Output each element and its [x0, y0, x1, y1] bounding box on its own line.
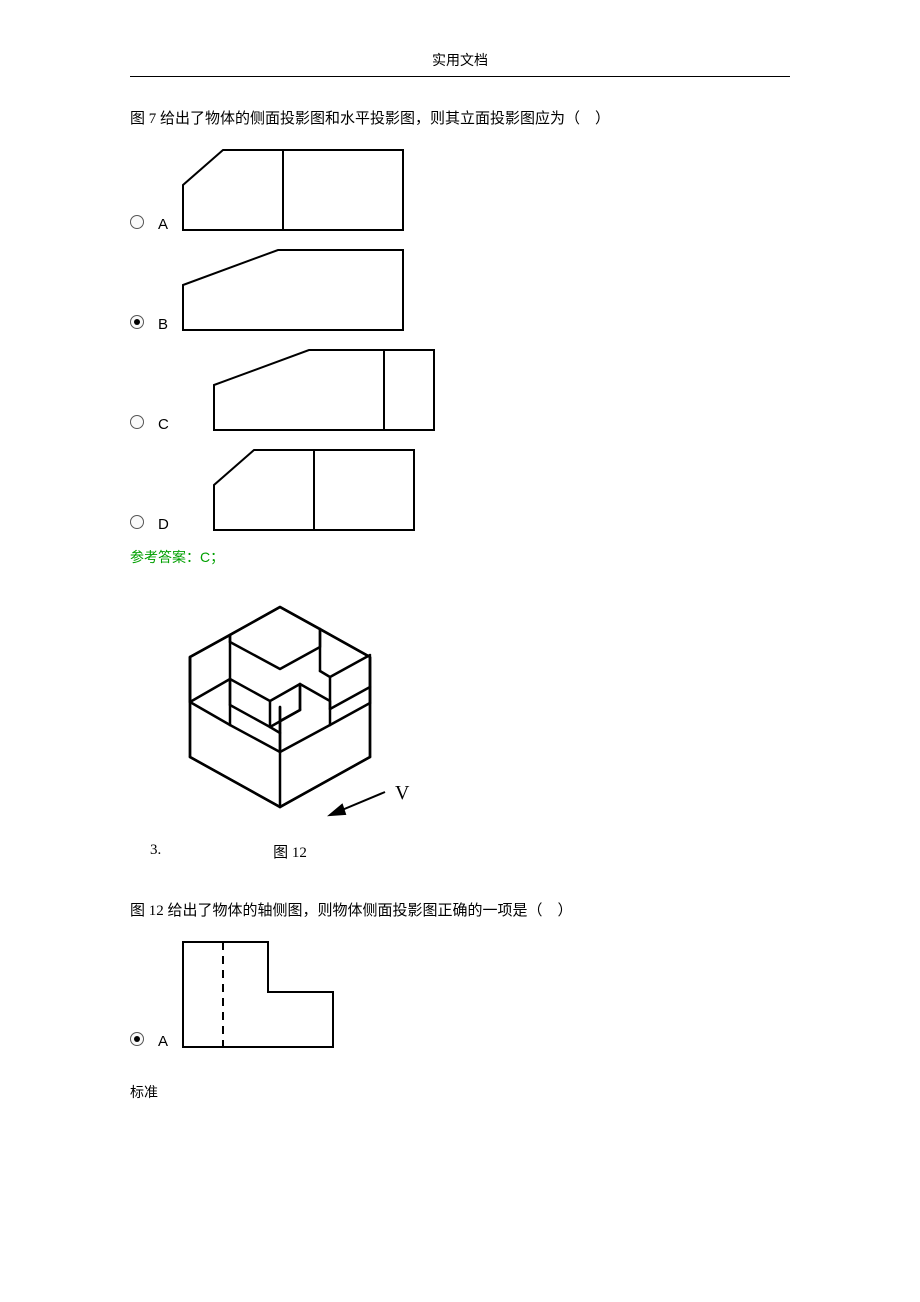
q1-shape-c: [209, 345, 439, 435]
option-label: D: [158, 516, 169, 533]
q2-text: 图 12 给出了物体的轴侧图，则物体侧面投影图正确的一项是（ ）: [130, 899, 790, 923]
q1-option-a-row[interactable]: A: [130, 145, 790, 235]
q1-option-b-row[interactable]: B: [130, 245, 790, 335]
q1-shape-d: [209, 445, 419, 535]
page-header: 实用文档: [130, 50, 790, 77]
q1-shape-b: [178, 245, 408, 335]
arrow-label: V: [395, 782, 410, 804]
q1-shape-a: [178, 145, 408, 235]
option-label: B: [158, 316, 168, 333]
radio-icon[interactable]: [130, 1032, 144, 1046]
radio-icon[interactable]: [130, 215, 144, 229]
answer-prefix: 参考答案：: [130, 549, 200, 565]
radio-icon[interactable]: [130, 515, 144, 529]
option-label: C: [158, 416, 169, 433]
q1-answer: 参考答案：C；: [130, 547, 790, 567]
radio-icon[interactable]: [130, 315, 144, 329]
footer-label: 标准: [130, 1082, 790, 1102]
q2-shape-a: [178, 937, 338, 1052]
isometric-drawing: V: [170, 587, 430, 837]
q1-option-c-row[interactable]: C: [130, 345, 790, 435]
radio-icon[interactable]: [130, 415, 144, 429]
question-number-3: 3.: [150, 842, 790, 859]
option-label: A: [158, 216, 168, 233]
option-label: A: [158, 1033, 168, 1050]
answer-value: C；: [200, 549, 224, 565]
figure-12: V 图 12: [170, 587, 790, 862]
q1-option-d-row[interactable]: D: [130, 445, 790, 535]
q1-text: 图 7 给出了物体的侧面投影图和水平投影图，则其立面投影图应为（ ）: [130, 107, 790, 131]
q2-option-a-row[interactable]: A: [130, 937, 790, 1052]
